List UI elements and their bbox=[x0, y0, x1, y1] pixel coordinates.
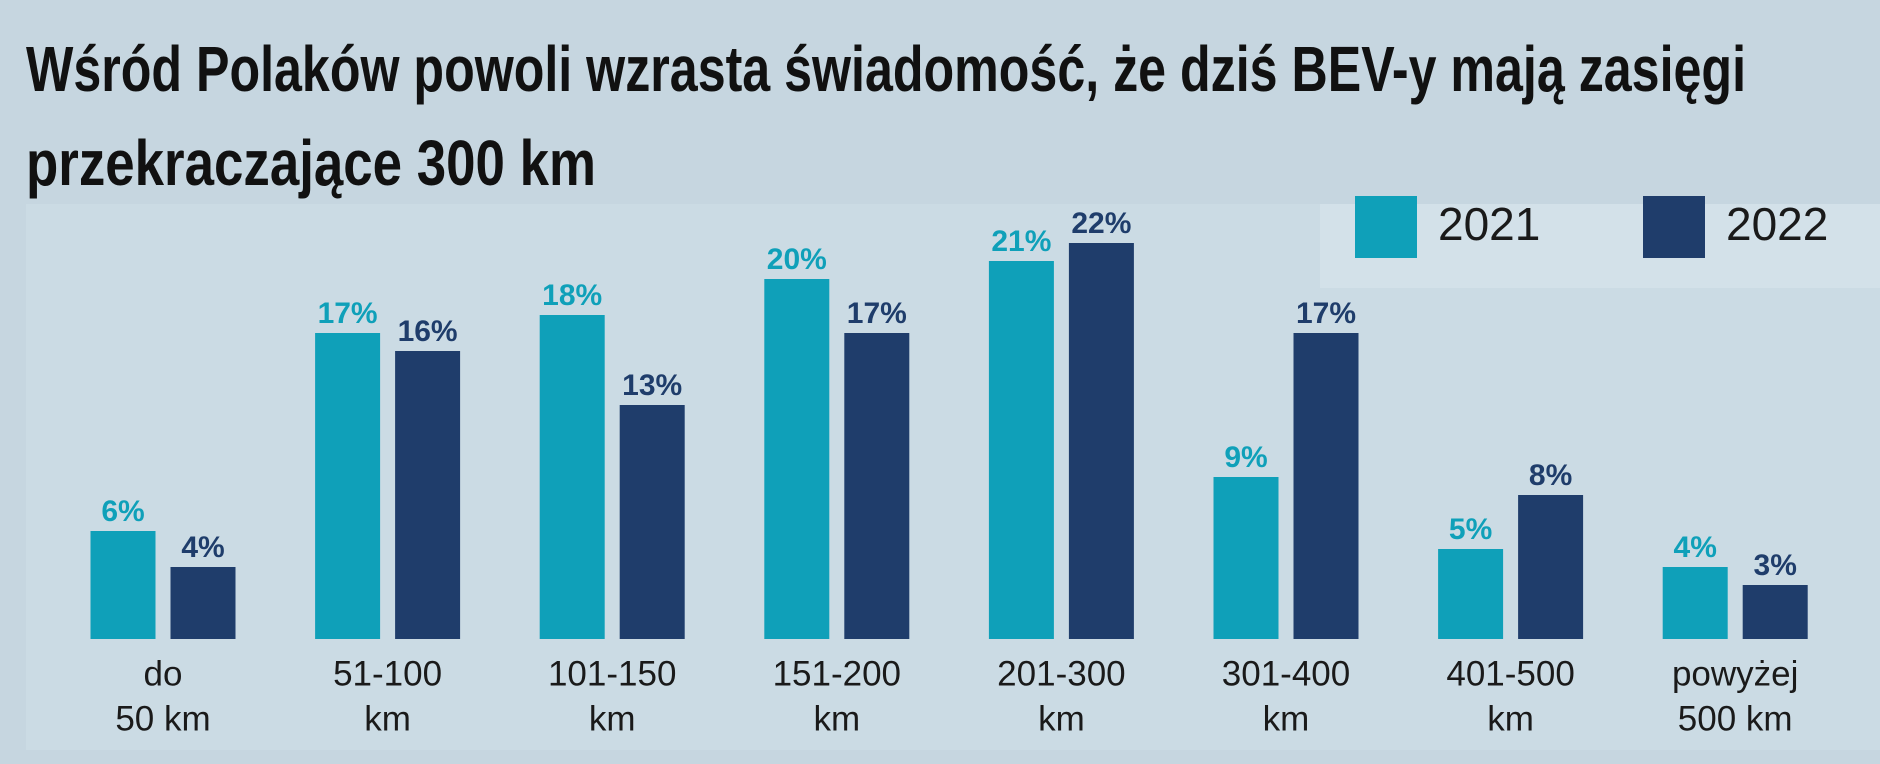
bar bbox=[844, 333, 910, 639]
bar bbox=[1438, 549, 1504, 639]
value-label: 17% bbox=[318, 297, 378, 330]
x-tick-label: 500 km bbox=[1678, 699, 1793, 738]
value-label: 17% bbox=[1296, 297, 1356, 330]
chart-title: przekraczające 300 km bbox=[26, 127, 596, 199]
x-tick-label: 50 km bbox=[115, 699, 210, 738]
x-tick-label: 201-300 bbox=[997, 654, 1125, 693]
bar bbox=[315, 333, 381, 639]
value-label: 17% bbox=[847, 297, 907, 330]
value-label: 5% bbox=[1449, 513, 1492, 546]
x-tick-label: km bbox=[1487, 699, 1534, 738]
value-label: 3% bbox=[1754, 549, 1797, 582]
x-tick-label: 151-200 bbox=[773, 654, 901, 693]
bar bbox=[1213, 477, 1279, 639]
value-label: 22% bbox=[1071, 207, 1131, 240]
legend-label: 2021 bbox=[1438, 198, 1540, 250]
value-label: 20% bbox=[767, 243, 827, 276]
bar bbox=[1518, 495, 1584, 639]
x-tick-label: 51-100 bbox=[333, 654, 442, 693]
bar bbox=[539, 315, 605, 639]
bar bbox=[170, 567, 236, 639]
chart-title: Wśród Polaków powoli wzrasta świadomość,… bbox=[26, 33, 1746, 105]
bar bbox=[619, 405, 685, 639]
bar bbox=[1662, 567, 1728, 639]
value-label: 13% bbox=[622, 369, 682, 402]
value-label: 16% bbox=[398, 315, 458, 348]
x-tick-label: km bbox=[364, 699, 411, 738]
legend-swatch bbox=[1643, 196, 1705, 258]
bar bbox=[1293, 333, 1359, 639]
value-label: 8% bbox=[1529, 459, 1572, 492]
value-label: 4% bbox=[181, 531, 224, 564]
bar bbox=[395, 351, 461, 639]
value-label: 18% bbox=[542, 279, 602, 312]
x-tick-label: do bbox=[144, 654, 183, 693]
x-tick-label: 401-500 bbox=[1446, 654, 1574, 693]
value-label: 4% bbox=[1674, 531, 1717, 564]
x-tick-label: km bbox=[1263, 699, 1310, 738]
legend-label: 2022 bbox=[1726, 198, 1828, 250]
legend-swatch bbox=[1355, 196, 1417, 258]
x-tick-label: 301-400 bbox=[1222, 654, 1350, 693]
x-tick-label: powyżej bbox=[1672, 654, 1798, 693]
value-label: 21% bbox=[991, 225, 1051, 258]
bar bbox=[90, 531, 156, 639]
bar bbox=[988, 261, 1054, 639]
x-tick-label: km bbox=[1038, 699, 1085, 738]
value-label: 6% bbox=[101, 495, 144, 528]
bar bbox=[1742, 585, 1808, 639]
x-tick-label: km bbox=[813, 699, 860, 738]
x-tick-label: km bbox=[589, 699, 636, 738]
value-label: 9% bbox=[1224, 441, 1267, 474]
bar bbox=[1068, 243, 1134, 639]
x-tick-label: 101-150 bbox=[548, 654, 676, 693]
bar bbox=[764, 279, 830, 639]
